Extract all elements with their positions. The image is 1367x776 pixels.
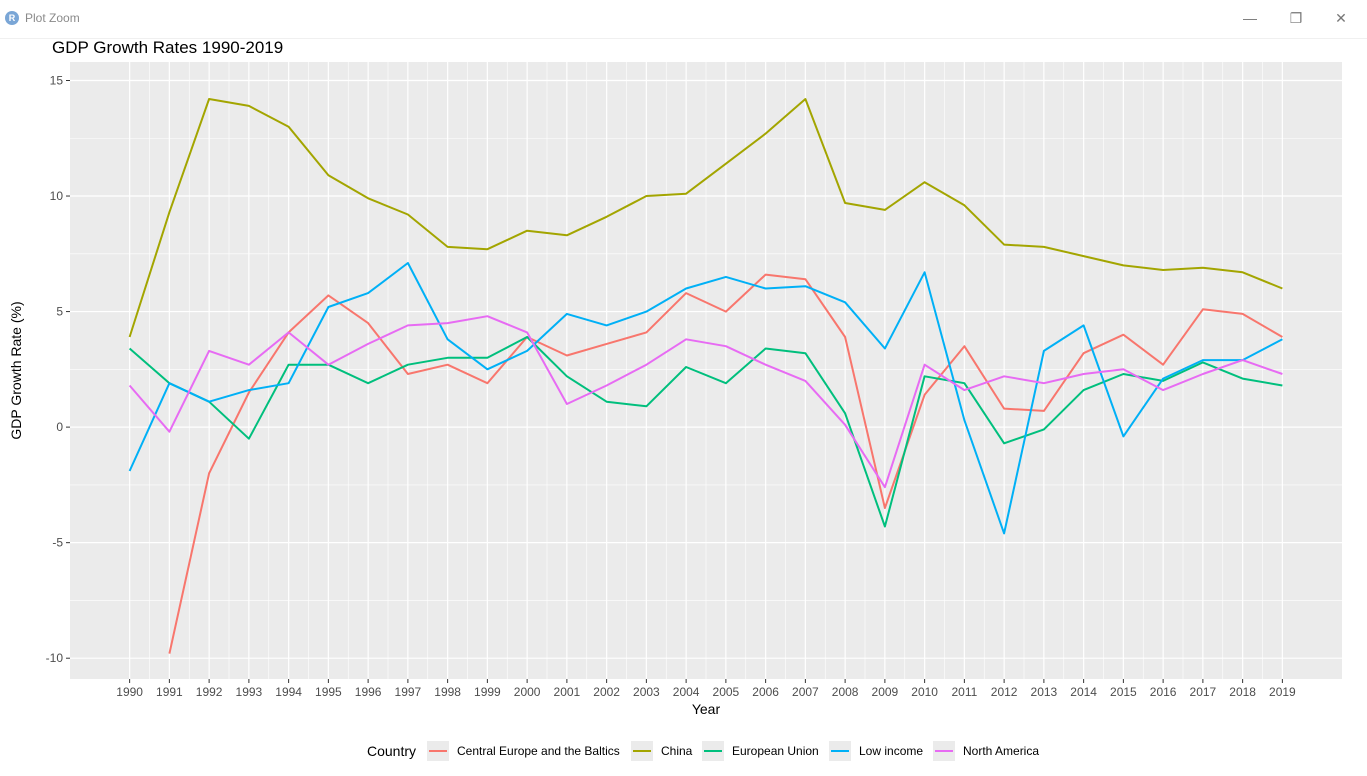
legend-label: China xyxy=(661,744,693,758)
legend-label: Low income xyxy=(859,744,923,758)
x-axis-label: Year xyxy=(692,701,721,717)
x-tick-label: 1999 xyxy=(474,685,501,699)
y-tick-label: 15 xyxy=(50,73,64,87)
x-tick-label: 2005 xyxy=(713,685,740,699)
x-tick-label: 1997 xyxy=(395,685,422,699)
x-tick-label: 2011 xyxy=(951,685,977,699)
x-tick-label: 2004 xyxy=(673,685,700,699)
y-tick-label: -10 xyxy=(46,651,64,665)
x-tick-label: 2000 xyxy=(514,685,541,699)
x-tick-label: 2015 xyxy=(1110,685,1137,699)
series-line-1 xyxy=(128,98,1283,338)
x-tick-label: 1996 xyxy=(355,685,382,699)
y-tick-label: -5 xyxy=(52,536,63,550)
x-tick-label: 2009 xyxy=(872,685,899,699)
chart-title: GDP Growth Rates 1990-2019 xyxy=(52,38,284,57)
y-tick-label: 0 xyxy=(56,420,63,434)
x-tick-label: 1998 xyxy=(434,685,461,699)
x-tick-label: 2012 xyxy=(991,685,1018,699)
x-tick-label: 2001 xyxy=(554,685,581,699)
legend-title: Country xyxy=(367,743,416,759)
x-tick-label: 1995 xyxy=(315,685,342,699)
legend-label: Central Europe and the Baltics xyxy=(457,744,620,758)
x-tick-label: 2019 xyxy=(1269,685,1296,699)
x-tick-label: 1993 xyxy=(236,685,263,699)
x-tick-label: 2007 xyxy=(792,685,819,699)
x-tick-label: 1994 xyxy=(275,685,302,699)
x-tick-label: 2017 xyxy=(1190,685,1217,699)
series-line-3 xyxy=(128,262,1283,535)
x-tick-label: 2002 xyxy=(593,685,620,699)
y-tick-label: 5 xyxy=(56,305,63,319)
x-tick-label: 2010 xyxy=(911,685,938,699)
x-tick-label: 2018 xyxy=(1229,685,1256,699)
x-tick-label: 1990 xyxy=(116,685,143,699)
y-tick-label: 10 xyxy=(50,189,64,203)
series-line-2 xyxy=(128,336,1283,528)
window-title: Plot Zoom xyxy=(25,11,80,25)
close-button[interactable]: ✕ xyxy=(1335,9,1347,26)
legend-label: European Union xyxy=(732,744,819,758)
x-tick-label: 2014 xyxy=(1070,685,1097,699)
window-titlebar: R Plot Zoom — ❐ ✕ xyxy=(0,0,1367,39)
x-tick-label: 1991 xyxy=(156,685,183,699)
x-tick-label: 2006 xyxy=(752,685,779,699)
legend-label: North America xyxy=(963,744,1039,758)
x-tick-label: 2016 xyxy=(1150,685,1177,699)
x-tick-label: 2008 xyxy=(832,685,859,699)
x-tick-label: 2013 xyxy=(1031,685,1058,699)
x-tick-label: 2003 xyxy=(633,685,660,699)
series-line-4 xyxy=(128,315,1283,489)
r-app-icon: R xyxy=(5,11,19,25)
minimize-button[interactable]: — xyxy=(1243,10,1257,26)
maximize-button[interactable]: ❐ xyxy=(1289,9,1303,26)
x-tick-label: 1992 xyxy=(196,685,223,699)
y-axis-label: GDP Growth Rate (%) xyxy=(8,301,24,439)
series-line-0 xyxy=(168,273,1283,654)
